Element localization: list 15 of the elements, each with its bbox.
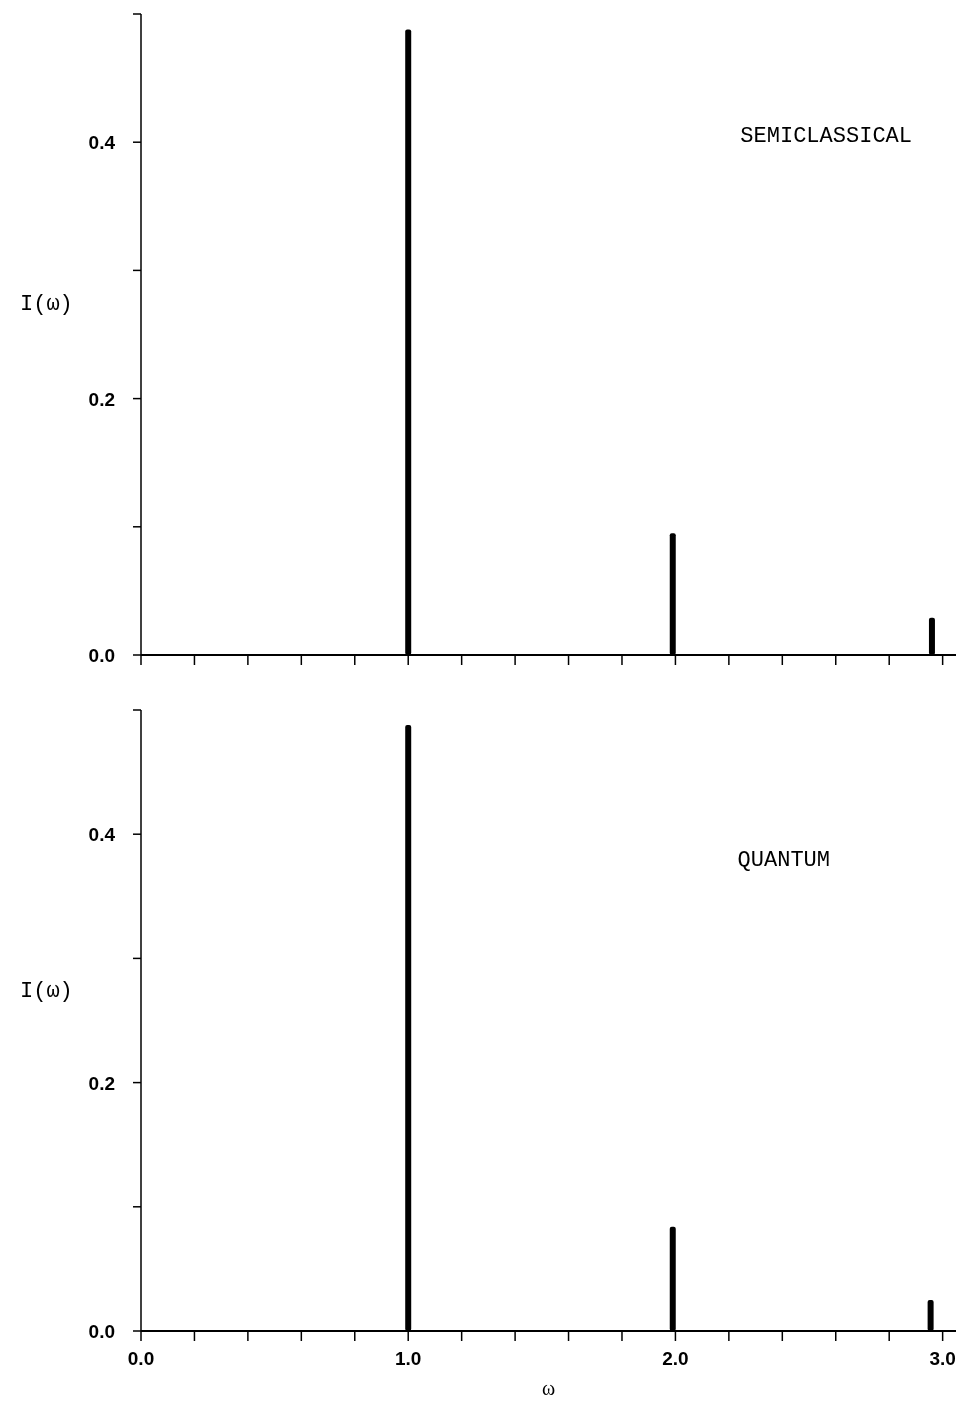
annotation: QUANTUM: [737, 848, 830, 873]
y-tick-label: 0.4: [88, 824, 116, 846]
x-tick-label: 1.0: [395, 1348, 422, 1369]
x-tick-label: 2.0: [662, 1348, 689, 1369]
y-axis-title: I(ω): [20, 979, 73, 1005]
y-tick-label: 0.2: [88, 388, 115, 410]
annotation: SEMICLASSICAL: [740, 124, 912, 149]
x-tick-label: 3.0: [929, 1348, 956, 1369]
x-axis-title: ω: [541, 1377, 556, 1399]
y-tick-label: 0.2: [88, 1072, 115, 1094]
y-tick-label: 0.4: [88, 132, 116, 154]
y-axis-title: I(ω): [20, 292, 73, 318]
y-tick-label: 0.0: [88, 1321, 115, 1342]
x-tick-label: 0.0: [127, 1348, 155, 1369]
y-tick-label: 0.0: [88, 645, 115, 666]
